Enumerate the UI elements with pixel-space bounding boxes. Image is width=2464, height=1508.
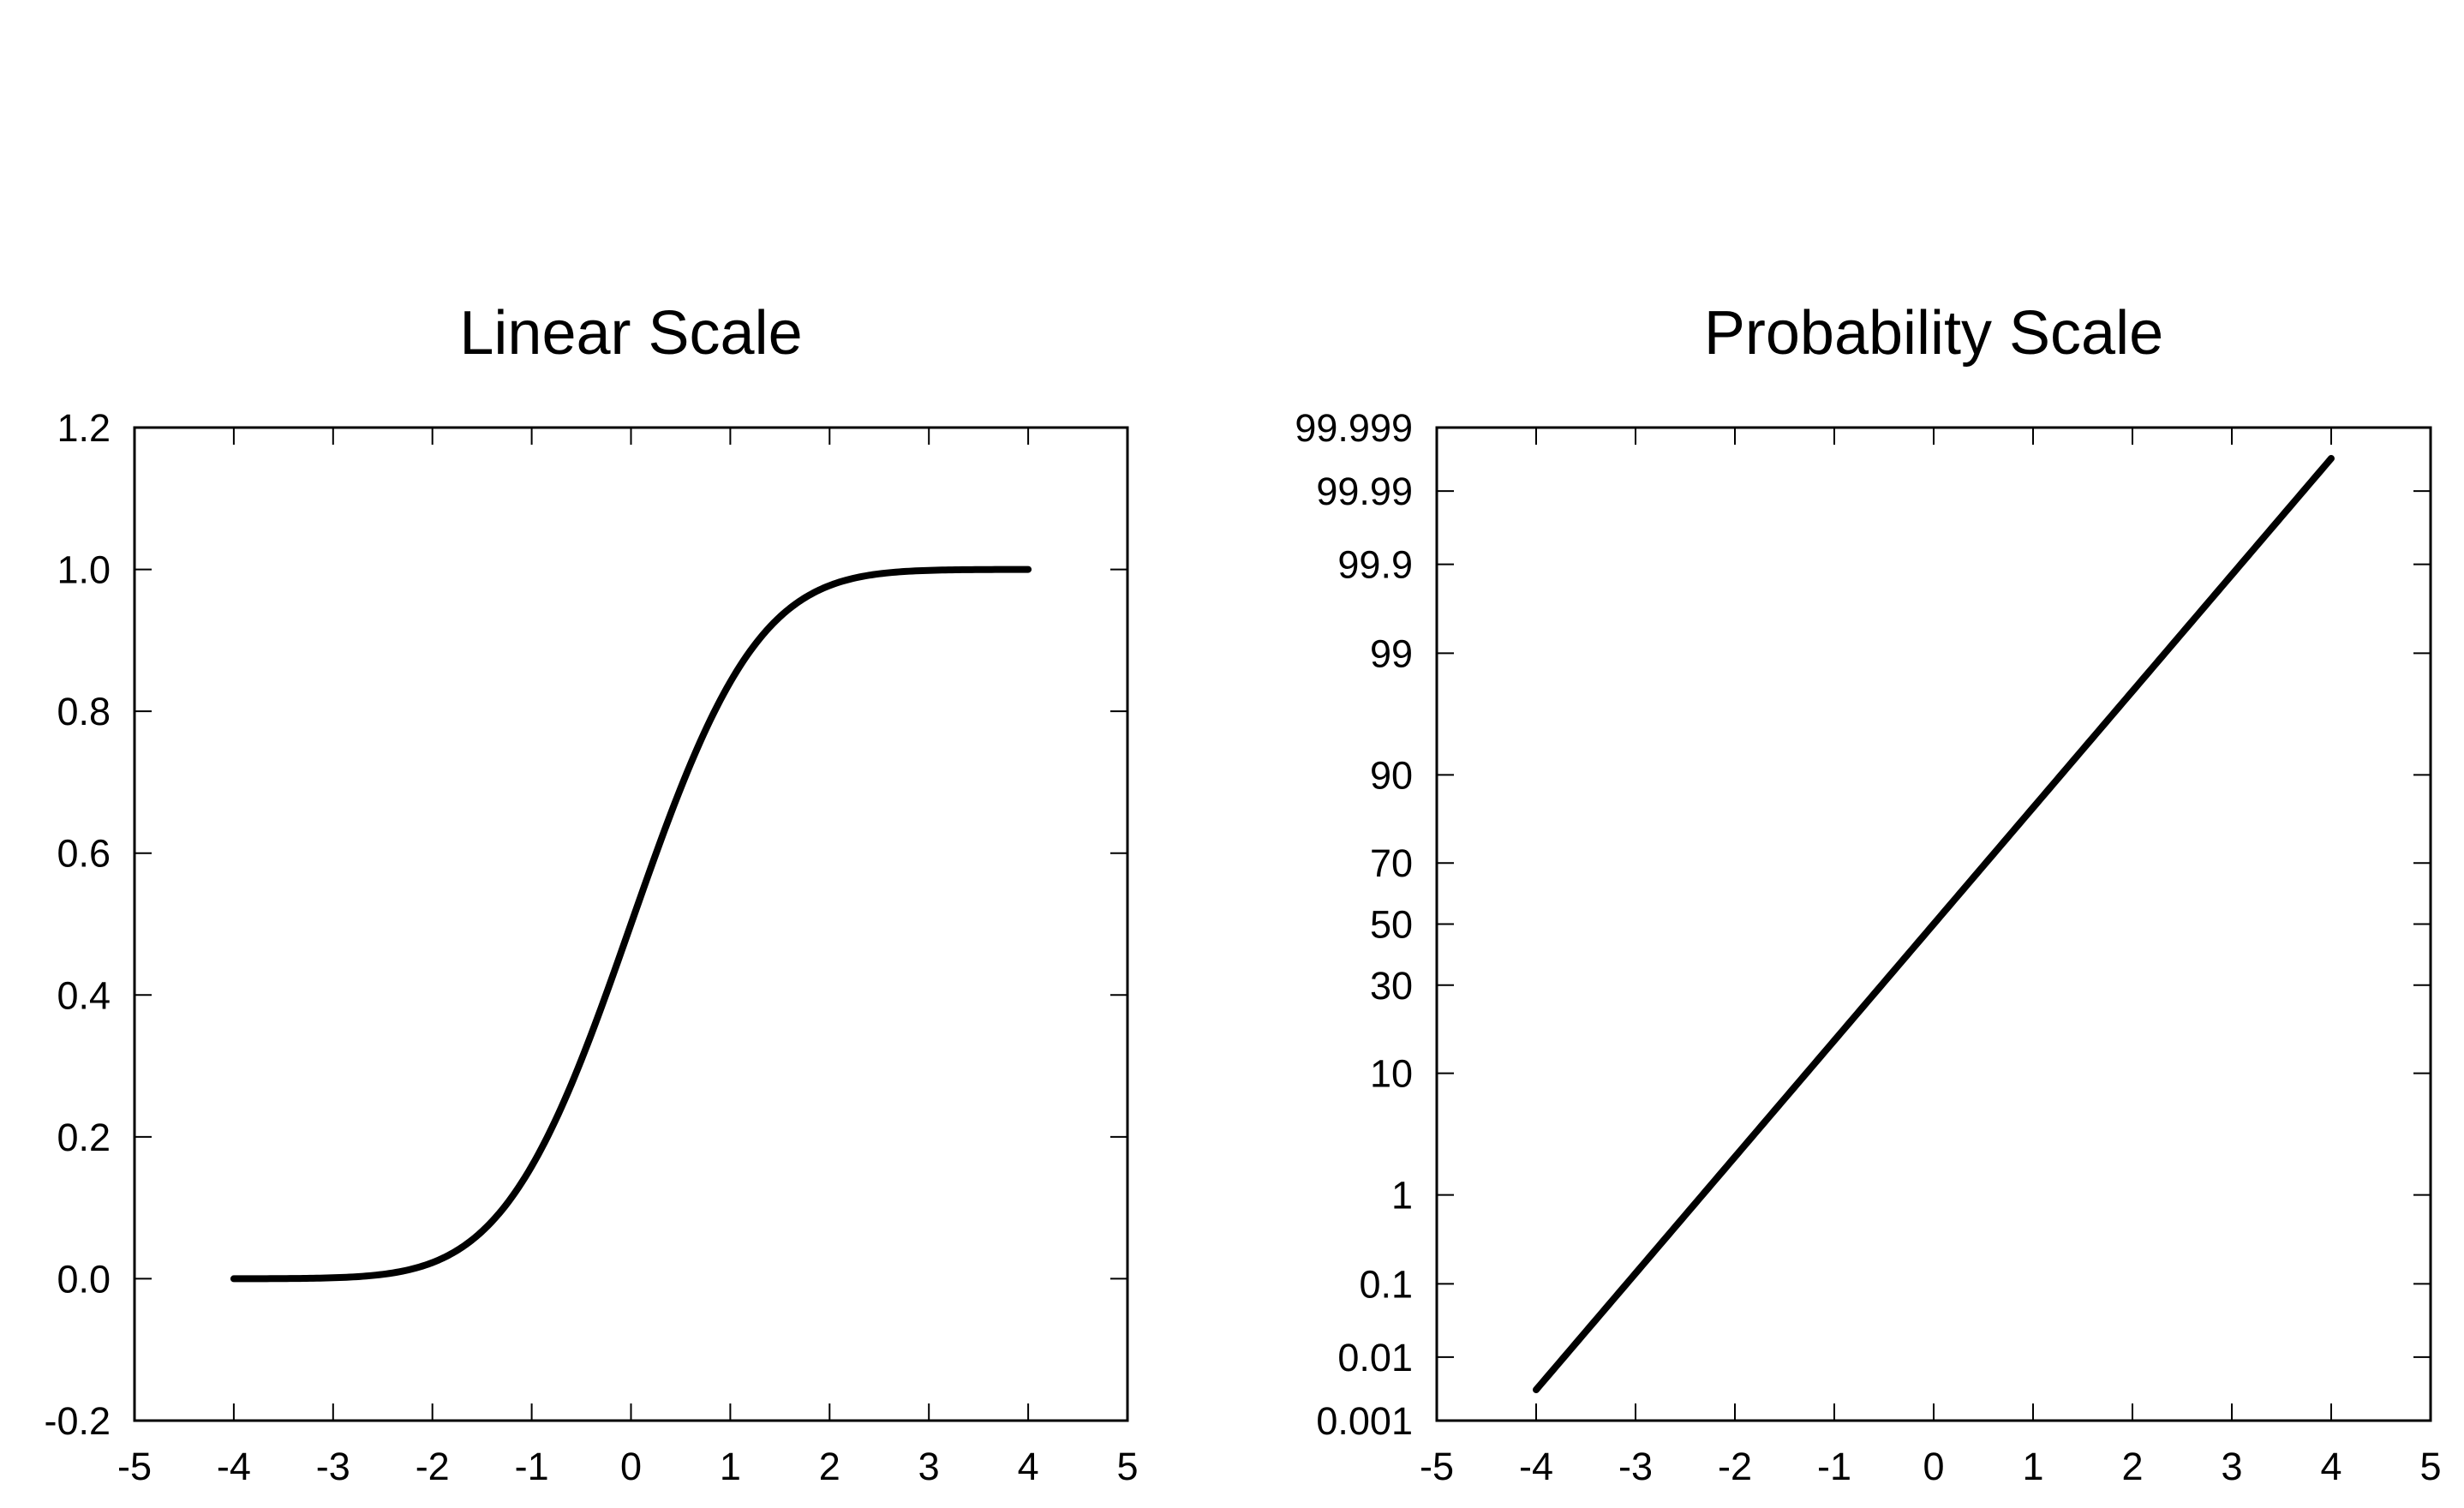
linear-y-tick-label: 0.2 [57, 1116, 111, 1159]
probability-x-tick-label: 0 [1923, 1445, 1944, 1488]
linear-y-tick-label: -0.2 [44, 1399, 111, 1443]
probability-x-tick-label: -3 [1618, 1445, 1653, 1488]
linear-x-tick-label: 1 [720, 1445, 741, 1488]
probability-y-tick-label: 70 [1370, 841, 1413, 885]
probability-y-tick-label: 0.001 [1316, 1399, 1413, 1443]
linear-x-tick-label: -1 [515, 1445, 549, 1488]
probability-y-tick-label: 30 [1370, 964, 1413, 1008]
probability-x-tick-label: -2 [1718, 1445, 1752, 1488]
linear-y-tick-label: 1.2 [57, 406, 111, 450]
probability-x-tick-label: 1 [2022, 1445, 2043, 1488]
probability-series-line-0 [1533, 455, 2335, 1393]
linear-x-tick-label: 2 [819, 1445, 840, 1488]
probability-x-tick-label: 5 [2419, 1445, 2441, 1488]
probability-y-tick-label: 90 [1370, 753, 1413, 797]
probability-x-tick-label: 4 [2320, 1445, 2341, 1488]
probability-y-tick-label: 10 [1370, 1052, 1413, 1096]
probability-y-tick-label: 0.01 [1337, 1336, 1413, 1379]
probability-y-tick-label: 0.1 [1359, 1262, 1413, 1306]
linear-x-tick-label: 0 [620, 1445, 642, 1488]
linear-y-tick-label: 0.8 [57, 690, 111, 733]
probability-y-tick-label: 50 [1370, 903, 1413, 947]
probability-y-tick-label: 99.99 [1316, 470, 1413, 513]
chart-linear: Linear Scale -5 -4 -3 -2 -1 0 1 2 3 4 5 -0.2 0.0 0.2 0.… [44, 299, 1138, 1488]
linear-y-tick-label: 0.6 [57, 832, 111, 876]
probability-x-tick-label: 3 [2221, 1445, 2242, 1488]
probability-y-tick-label: 99.9 [1337, 543, 1413, 587]
probability-x-tick-label: -5 [1420, 1445, 1454, 1488]
probability-x-tick-label: 2 [2121, 1445, 2143, 1488]
probability-y-tick-label: 99 [1370, 631, 1413, 675]
probability-y-tick-label: 1 [1391, 1174, 1413, 1218]
probability-x-tick-label: -1 [1817, 1445, 1851, 1488]
probability-x-tick-label: -4 [1519, 1445, 1553, 1488]
linear-x-tick-label: -5 [117, 1445, 152, 1488]
linear-x-tick-label: 5 [1116, 1445, 1138, 1488]
linear-x-tick-label: -2 [416, 1445, 450, 1488]
linear-x-tick-label: 3 [918, 1445, 940, 1488]
linear-x-tick-label: 4 [1018, 1445, 1039, 1488]
linear-y-tick-label: 0.4 [57, 973, 111, 1017]
linear-x-tick-label: -4 [217, 1445, 251, 1488]
probability-chart-title: Probability Scale [1704, 299, 2163, 368]
linear-series-line-0 [230, 566, 1032, 1283]
linear-chart-title: Linear Scale [459, 299, 802, 368]
linear-y-tick-label: 0.0 [57, 1257, 111, 1301]
chart-probability: Probability Scale -5 -4 -3 -2 -1 0 1 2 3 4 5 0.001 0.… [1295, 299, 2441, 1488]
linear-y-tick-label: 1.0 [57, 548, 111, 592]
probability-y-tick-label: 99.999 [1295, 406, 1413, 450]
linear-x-tick-label: -3 [316, 1445, 350, 1488]
